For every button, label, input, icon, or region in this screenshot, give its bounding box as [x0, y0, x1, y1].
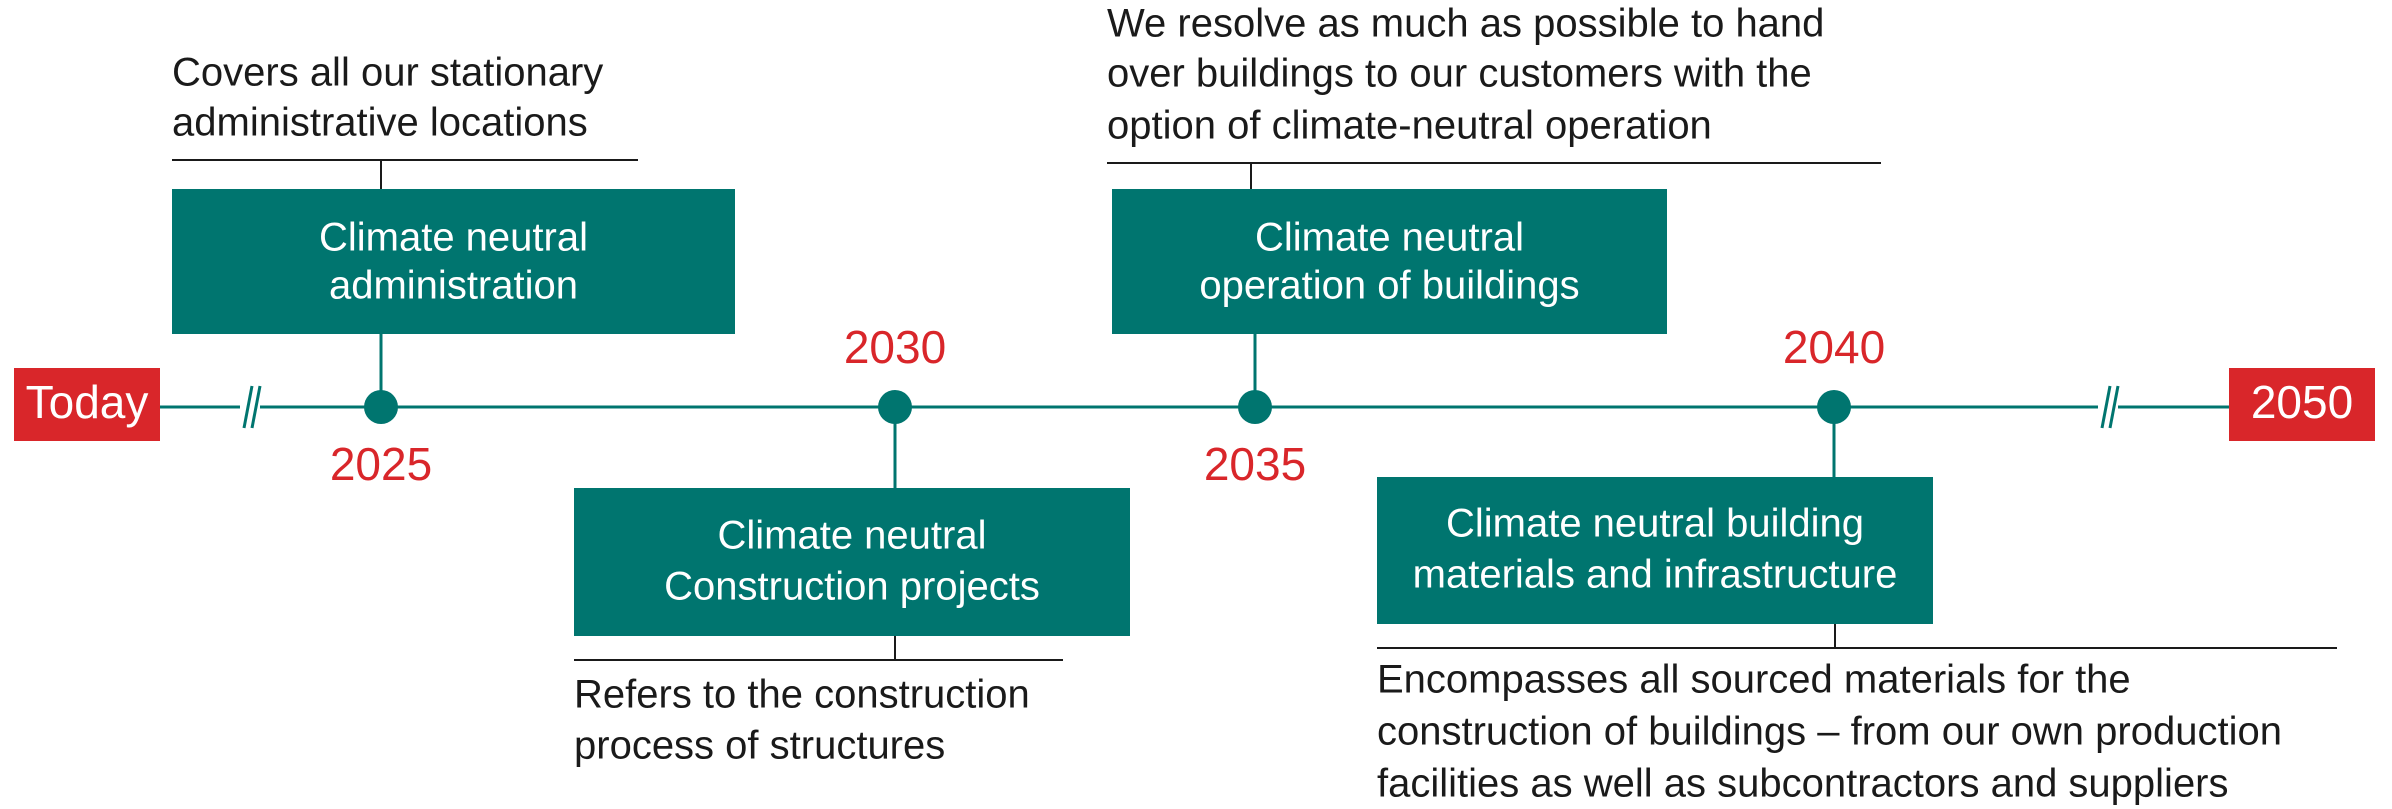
- end-label: 2050: [2251, 376, 2353, 428]
- milestone-description: over buildings to our customers with the: [1107, 52, 1812, 96]
- milestone-title: Climate neutral: [319, 216, 588, 260]
- milestone-box: [172, 189, 735, 334]
- start-box: [14, 368, 160, 441]
- milestone-year: 2035: [1204, 438, 1306, 490]
- milestone-year: 2025: [330, 438, 432, 490]
- milestone-dot: [1817, 390, 1851, 424]
- milestone-description: process of structures: [574, 724, 945, 768]
- milestone-description: Covers all our stationary: [172, 51, 603, 95]
- end-box: [2229, 368, 2375, 441]
- milestone-title: Climate neutral building: [1446, 502, 1864, 546]
- milestone-year: 2030: [844, 321, 946, 373]
- milestone-description: facilities as well as subcontractors and…: [1377, 762, 2229, 806]
- milestone-dot: [878, 390, 912, 424]
- milestone-box: [1112, 189, 1667, 334]
- milestone-description: construction of buildings – from our own…: [1377, 710, 2282, 754]
- milestone-description: Encompasses all sourced materials for th…: [1377, 658, 2131, 702]
- milestone-description: option of climate-neutral operation: [1107, 104, 1712, 148]
- milestone-year: 2040: [1783, 321, 1885, 373]
- axis-break: [240, 385, 262, 429]
- milestone-title: operation of buildings: [1199, 264, 1579, 308]
- milestone-title: Construction projects: [664, 565, 1040, 609]
- milestone-description: Refers to the construction: [574, 673, 1030, 717]
- start-label: Today: [26, 376, 149, 428]
- milestone-title: Climate neutral: [717, 514, 986, 558]
- milestone-title: Climate neutral: [1255, 216, 1524, 260]
- milestone-box: [574, 488, 1130, 636]
- milestone-dot: [364, 390, 398, 424]
- milestone-title: administration: [329, 264, 578, 308]
- milestone-dot: [1238, 390, 1272, 424]
- milestone-title: materials and infrastructure: [1413, 553, 1898, 597]
- axis-break: [2098, 385, 2120, 429]
- milestone-description: administrative locations: [172, 101, 588, 145]
- milestone-box: [1377, 477, 1933, 624]
- milestone-description: We resolve as much as possible to hand: [1107, 2, 1824, 46]
